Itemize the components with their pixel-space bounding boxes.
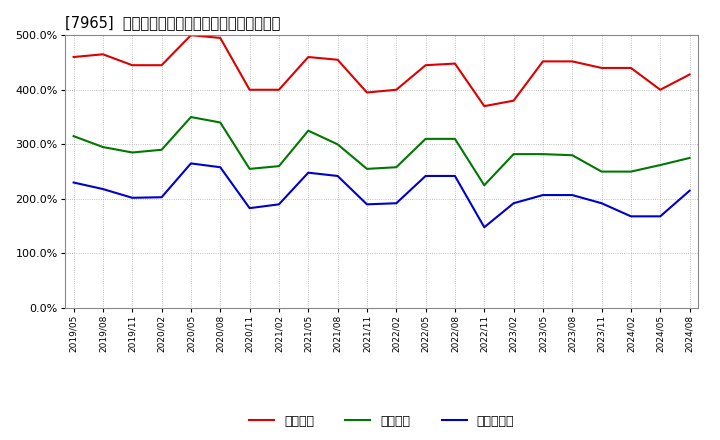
現預金比率 — [392, 201, 400, 206]
現預金比率 — [216, 165, 225, 170]
現預金比率 — [598, 201, 606, 206]
当座比率 — [392, 165, 400, 170]
現預金比率 — [685, 188, 694, 193]
Line: 現預金比率: 現預金比率 — [73, 163, 690, 227]
現預金比率 — [274, 202, 283, 207]
流動比率 — [480, 103, 489, 109]
流動比率 — [304, 55, 312, 60]
現預金比率 — [451, 173, 459, 179]
流動比率 — [421, 62, 430, 68]
現預金比率 — [157, 194, 166, 200]
流動比率 — [392, 87, 400, 92]
現預金比率 — [421, 173, 430, 179]
流動比率 — [539, 59, 547, 64]
Text: [7965]  流動比率、当座比率、現預金比率の推移: [7965] 流動比率、当座比率、現預金比率の推移 — [65, 15, 280, 30]
当座比率 — [333, 142, 342, 147]
流動比率 — [333, 57, 342, 62]
当座比率 — [69, 133, 78, 139]
当座比率 — [509, 151, 518, 157]
流動比率 — [157, 62, 166, 68]
当座比率 — [186, 114, 195, 120]
当座比率 — [656, 162, 665, 168]
現預金比率 — [128, 195, 137, 201]
現預金比率 — [509, 201, 518, 206]
流動比率 — [128, 62, 137, 68]
当座比率 — [568, 153, 577, 158]
現預金比率 — [568, 192, 577, 198]
当座比率 — [246, 166, 254, 172]
流動比率 — [451, 61, 459, 66]
流動比率 — [598, 65, 606, 70]
流動比率 — [186, 33, 195, 38]
現預金比率 — [656, 214, 665, 219]
当座比率 — [421, 136, 430, 142]
Legend: 流動比率, 当座比率, 現預金比率: 流動比率, 当座比率, 現預金比率 — [244, 410, 519, 433]
Line: 当座比率: 当座比率 — [73, 117, 690, 185]
当座比率 — [274, 164, 283, 169]
当座比率 — [598, 169, 606, 174]
現預金比率 — [539, 192, 547, 198]
現預金比率 — [480, 224, 489, 230]
当座比率 — [626, 169, 635, 174]
流動比率 — [274, 87, 283, 92]
流動比率 — [246, 87, 254, 92]
当座比率 — [304, 128, 312, 133]
現預金比率 — [69, 180, 78, 185]
当座比率 — [363, 166, 372, 172]
当座比率 — [157, 147, 166, 152]
流動比率 — [99, 51, 107, 57]
当座比率 — [685, 155, 694, 161]
流動比率 — [509, 98, 518, 103]
現預金比率 — [626, 214, 635, 219]
流動比率 — [69, 55, 78, 60]
当座比率 — [128, 150, 137, 155]
流動比率 — [685, 72, 694, 77]
流動比率 — [626, 65, 635, 70]
現預金比率 — [186, 161, 195, 166]
流動比率 — [363, 90, 372, 95]
流動比率 — [216, 35, 225, 40]
流動比率 — [568, 59, 577, 64]
現預金比率 — [246, 205, 254, 211]
現預金比率 — [333, 173, 342, 179]
当座比率 — [480, 183, 489, 188]
流動比率 — [656, 87, 665, 92]
現預金比率 — [304, 170, 312, 175]
現預金比率 — [99, 187, 107, 192]
当座比率 — [216, 120, 225, 125]
当座比率 — [451, 136, 459, 142]
現預金比率 — [363, 202, 372, 207]
Line: 流動比率: 流動比率 — [73, 35, 690, 106]
当座比率 — [99, 144, 107, 150]
当座比率 — [539, 151, 547, 157]
